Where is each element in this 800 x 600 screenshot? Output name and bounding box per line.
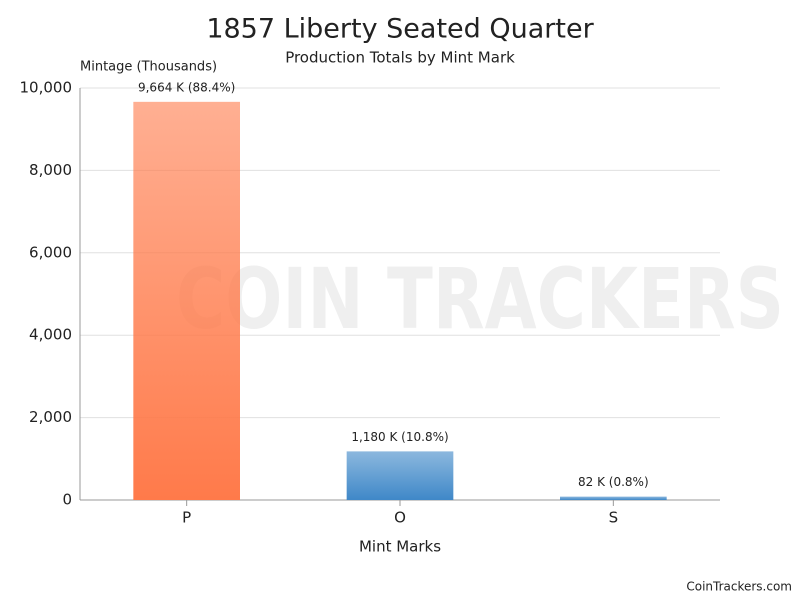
y-tick-label: 2,000	[29, 408, 72, 426]
bar	[560, 496, 667, 500]
y-tick-label: 6,000	[29, 243, 72, 261]
chart-title: 1857 Liberty Seated Quarter	[206, 14, 594, 45]
y-tick-label: 0	[62, 491, 72, 509]
chart-subtitle: Production Totals by Mint Mark	[285, 49, 515, 67]
y-tick-label: 8,000	[29, 161, 72, 179]
watermark: COIN TRACKERS	[176, 250, 784, 348]
bar	[346, 451, 454, 500]
y-tick-label: 10,000	[20, 79, 73, 97]
y-axis-label: Mintage (Thousands)	[80, 60, 217, 75]
bar	[133, 101, 240, 500]
x-axis-label: Mint Marks	[359, 538, 441, 556]
value-label: 9,664 K (88.4%)	[138, 80, 235, 94]
y-tick-label: 4,000	[29, 326, 72, 344]
value-label: 1,180 K (10.8%)	[351, 430, 448, 444]
x-tick-label: P	[182, 509, 191, 527]
value-label: 82 K (0.8%)	[578, 475, 649, 489]
x-tick-label: S	[609, 509, 619, 527]
credit: CoinTrackers.com	[686, 580, 792, 594]
x-tick-label: O	[394, 509, 406, 527]
